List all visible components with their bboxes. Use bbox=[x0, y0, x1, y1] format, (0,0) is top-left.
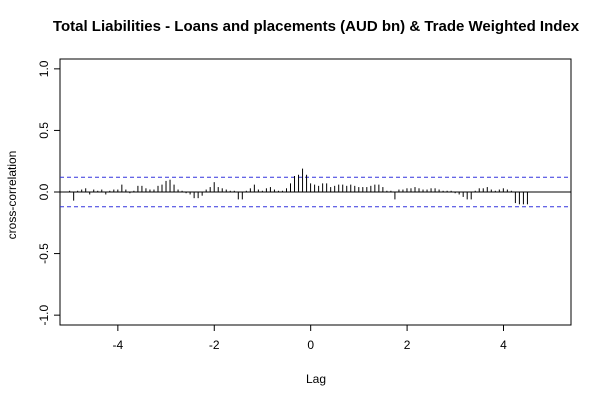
confidence-band bbox=[60, 176, 571, 208]
y-tick-label: 0.5 bbox=[37, 122, 51, 139]
y-tick-label: 1.0 bbox=[37, 60, 51, 77]
x-axis: -4 -2 0 2 4 bbox=[113, 325, 507, 352]
x-tick-label: 4 bbox=[500, 338, 507, 352]
y-tick-label: -1.0 bbox=[37, 304, 51, 325]
x-tick-label: 2 bbox=[404, 338, 411, 352]
y-tick-label: 0.0 bbox=[37, 183, 51, 200]
x-tick-label: -4 bbox=[113, 338, 124, 352]
x-tick-label: -2 bbox=[209, 338, 220, 352]
y-axis: -1.0 -0.5 0.0 0.5 1.0 bbox=[37, 60, 60, 325]
x-tick-label: 0 bbox=[307, 338, 314, 352]
x-axis-label: Lag bbox=[306, 372, 326, 386]
chart-title: Total Liabilities - Loans and placements… bbox=[53, 18, 580, 35]
y-axis-label: cross-correlation bbox=[5, 151, 19, 240]
y-tick-label: -0.5 bbox=[37, 243, 51, 264]
correlation-bars bbox=[69, 168, 528, 205]
